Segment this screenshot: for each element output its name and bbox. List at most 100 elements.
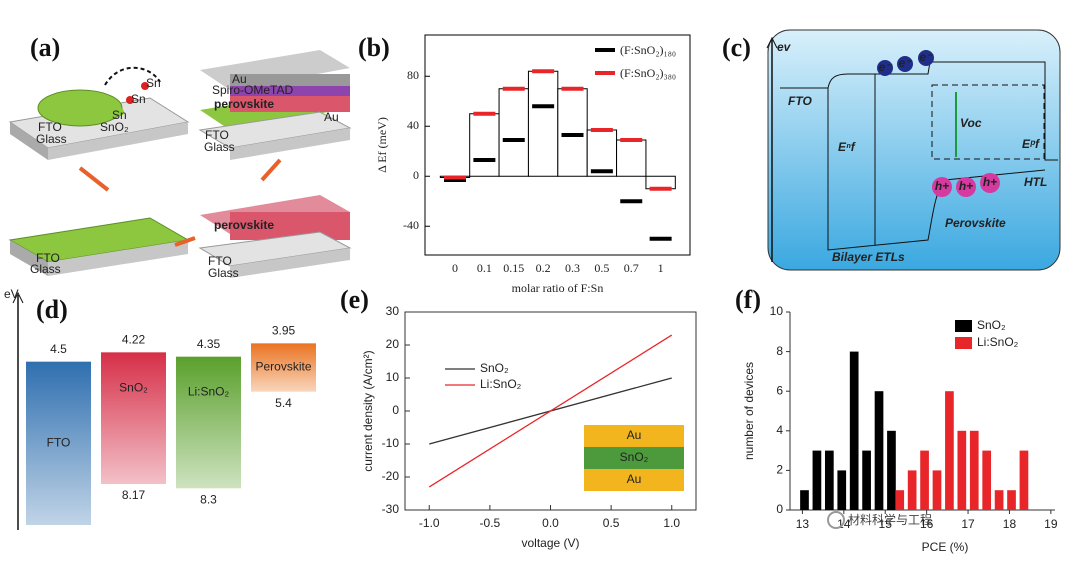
schematic-label: Glass <box>208 266 239 280</box>
schematic-label: Spiro-OMeTAD <box>212 83 293 97</box>
level-label: 4.5 <box>50 342 67 356</box>
band-label: h+ <box>959 179 973 193</box>
x-tick-label: 1.0 <box>663 516 680 530</box>
schematic-label: Sn <box>131 92 146 106</box>
material-label: Li:SnO₂ <box>188 385 230 399</box>
legend-swatch <box>955 320 972 332</box>
band-label: e⁻ <box>898 56 913 70</box>
schematic-label: perovskite <box>214 218 274 232</box>
energy-band <box>26 361 91 525</box>
x-tick-label: 0.7 <box>624 261 639 275</box>
panel-a-art <box>8 50 352 278</box>
y-tick-label: 80 <box>407 68 419 82</box>
material-label: Perovskite <box>255 360 311 374</box>
inset-label: Au <box>627 472 642 486</box>
schematic-label: FTO <box>38 120 62 134</box>
y-tick-label: 10 <box>386 370 400 384</box>
histogram-bar <box>957 430 967 510</box>
y-tick-label: -30 <box>382 502 400 516</box>
y-tick-label: -10 <box>382 436 400 450</box>
legend-swatch <box>955 337 972 349</box>
legend-label: SnO₂ <box>480 361 509 375</box>
line-series <box>428 334 673 488</box>
y-tick-label: 0 <box>776 502 783 516</box>
histogram-bar <box>849 351 859 510</box>
inset-layer <box>584 425 684 447</box>
band-label: HTL <box>1024 175 1047 189</box>
histogram-bar <box>982 450 992 510</box>
bar <box>557 88 588 177</box>
band-label: Bilayer ETLs <box>832 250 905 264</box>
band-label: h+ <box>935 179 949 193</box>
x-tick-label: 0.3 <box>565 261 580 275</box>
histogram-bar <box>1007 490 1016 510</box>
legend-label: (F:SnO₂)₁₈₀ <box>620 43 676 57</box>
schematic-label: FTO <box>208 254 232 268</box>
schematic-label: Glass <box>30 262 61 276</box>
histogram-bar <box>800 490 809 510</box>
inset-label: SnO₂ <box>620 450 649 464</box>
histogram-bar <box>969 430 979 510</box>
band-label: Voc <box>960 116 982 130</box>
histogram-bar <box>932 470 942 510</box>
schematic-label: Au <box>232 72 247 86</box>
histogram-bar <box>824 450 834 510</box>
schematic-label: SnO₂ <box>100 120 129 134</box>
y-tick-label: 20 <box>386 337 400 351</box>
level-label: 3.95 <box>272 324 296 338</box>
axis-arrow <box>12 291 24 304</box>
histogram-bar <box>887 430 896 510</box>
energy-band <box>176 356 241 489</box>
histogram-bar <box>895 490 905 510</box>
y-tick-label: -40 <box>403 218 419 232</box>
level-label: 4.22 <box>122 333 146 347</box>
bar <box>586 129 618 177</box>
band-label: Eᵖf <box>1022 137 1040 151</box>
bar <box>498 88 529 177</box>
level-label: 8.3 <box>200 493 217 507</box>
schematic-label: Sn <box>112 108 127 122</box>
x-axis-label: molar ratio of F:Sn <box>512 281 604 295</box>
panel-label: (a) <box>30 33 60 62</box>
schematic-label: Au <box>324 110 339 124</box>
level-label: 8.17 <box>122 488 146 502</box>
watermark-icon <box>827 511 845 529</box>
legend-label: (F:SnO₂)₃₈₀ <box>620 66 676 80</box>
x-tick-label: 15 <box>879 517 893 531</box>
schematic-label: Glass <box>36 132 67 146</box>
bar <box>469 113 500 177</box>
y-tick-label: 2 <box>776 463 783 477</box>
x-tick-label: -0.5 <box>480 516 501 530</box>
legend-label: SnO₂ <box>977 318 1006 332</box>
x-tick-label: -1.0 <box>419 516 440 530</box>
x-axis-label: PCE (%) <box>922 540 969 554</box>
x-tick-label: 0.2 <box>536 261 551 275</box>
x-tick-label: 13 <box>796 517 810 531</box>
y-tick-label: 40 <box>407 118 419 132</box>
histogram-bar <box>920 450 929 510</box>
schematic-label: Glass <box>204 140 235 154</box>
y-tick-label: 0 <box>392 403 399 417</box>
y-axis-label: current density (A/cm²) <box>361 350 375 471</box>
x-tick-label: 0.5 <box>594 261 609 275</box>
y-axis-label: Δ Ef (meV) <box>375 117 389 173</box>
panel-label: (e) <box>340 285 369 314</box>
y-tick-label: -20 <box>382 469 400 483</box>
y-tick-label: 0 <box>413 168 419 182</box>
y-axis-label: number of devices <box>742 362 756 460</box>
x-tick-label: 1 <box>658 261 664 275</box>
schematic-label: FTO <box>36 251 60 265</box>
x-tick-label: 18 <box>1003 517 1017 531</box>
x-tick-label: 19 <box>1044 517 1058 531</box>
bar <box>616 139 647 177</box>
panel-label: (d) <box>36 295 68 324</box>
y-axis-label: eV <box>4 287 19 301</box>
band-label: FTO <box>788 94 812 108</box>
y-tick-label: 8 <box>776 344 783 358</box>
plot-frame <box>424 34 691 256</box>
y-tick-label: 6 <box>776 383 783 397</box>
x-tick-label: 17 <box>961 517 975 531</box>
x-tick-label: 0.5 <box>603 516 620 530</box>
x-tick-label: 0.1 <box>477 261 492 275</box>
